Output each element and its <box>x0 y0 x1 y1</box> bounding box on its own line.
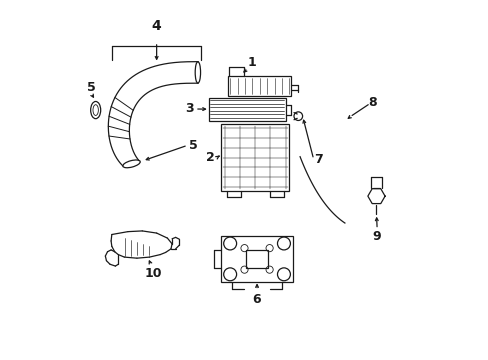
Text: 2: 2 <box>206 151 215 164</box>
Bar <box>221 125 289 191</box>
Bar <box>221 235 292 282</box>
Text: 8: 8 <box>367 96 376 109</box>
Bar <box>228 76 290 96</box>
Text: 9: 9 <box>372 230 381 243</box>
Text: 1: 1 <box>247 56 256 69</box>
Bar <box>246 250 267 268</box>
Text: 6: 6 <box>252 293 261 306</box>
Text: 5: 5 <box>188 139 197 152</box>
Text: 3: 3 <box>184 103 193 116</box>
Text: 5: 5 <box>86 81 95 94</box>
Text: 10: 10 <box>144 267 162 280</box>
Bar <box>208 98 285 121</box>
Text: 7: 7 <box>314 153 323 166</box>
Text: 4: 4 <box>151 19 161 33</box>
